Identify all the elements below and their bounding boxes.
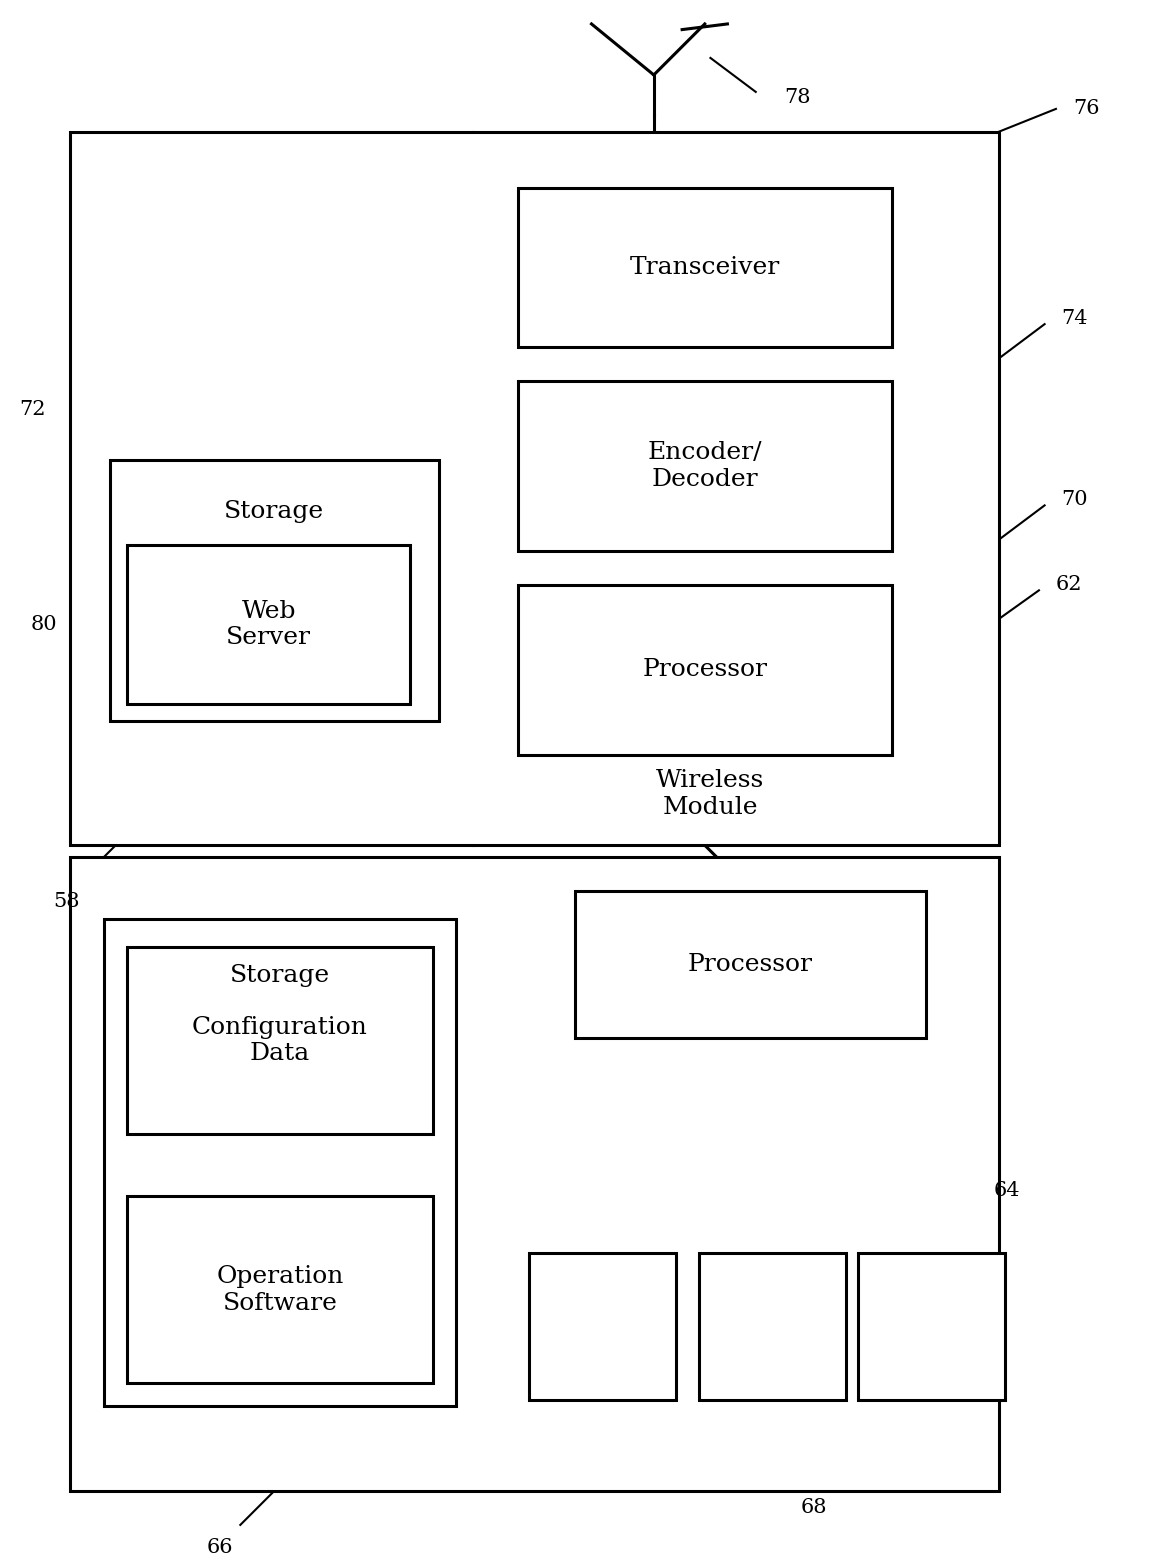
Text: Web
Server: Web Server (226, 599, 311, 649)
Text: 80: 80 (31, 615, 57, 633)
Text: Storage: Storage (230, 963, 330, 987)
Bar (699, 1253, 847, 1400)
Text: Wireless
Module: Wireless Module (656, 769, 764, 820)
Bar (518, 585, 892, 754)
Bar (857, 1253, 1005, 1400)
Text: Processor: Processor (642, 658, 768, 682)
Bar (70, 857, 1000, 1490)
Text: 58: 58 (53, 893, 80, 912)
Text: Configuration
Data: Configuration Data (192, 1017, 368, 1065)
Bar (518, 188, 892, 347)
Text: 64: 64 (994, 1181, 1020, 1200)
Text: Transceiver: Transceiver (630, 256, 780, 278)
Text: Storage: Storage (224, 499, 324, 522)
Bar (105, 920, 455, 1406)
Bar (574, 890, 926, 1038)
Text: 62: 62 (1056, 576, 1082, 594)
Text: 70: 70 (1062, 490, 1088, 510)
Bar (110, 460, 439, 721)
Bar (530, 1253, 677, 1400)
Text: 74: 74 (1062, 310, 1088, 328)
Bar (70, 131, 1000, 845)
Bar (128, 544, 410, 704)
Text: 68: 68 (801, 1498, 827, 1517)
Text: 72: 72 (20, 399, 46, 419)
Text: 66: 66 (207, 1537, 233, 1558)
Bar (128, 1196, 433, 1383)
Text: Encoder/
Decoder: Encoder/ Decoder (648, 441, 762, 491)
Bar (518, 380, 892, 551)
Bar (128, 948, 433, 1134)
Text: 78: 78 (784, 88, 810, 106)
Text: Processor: Processor (687, 952, 812, 976)
Text: 76: 76 (1073, 100, 1100, 119)
Text: Operation
Software: Operation Software (216, 1265, 344, 1315)
